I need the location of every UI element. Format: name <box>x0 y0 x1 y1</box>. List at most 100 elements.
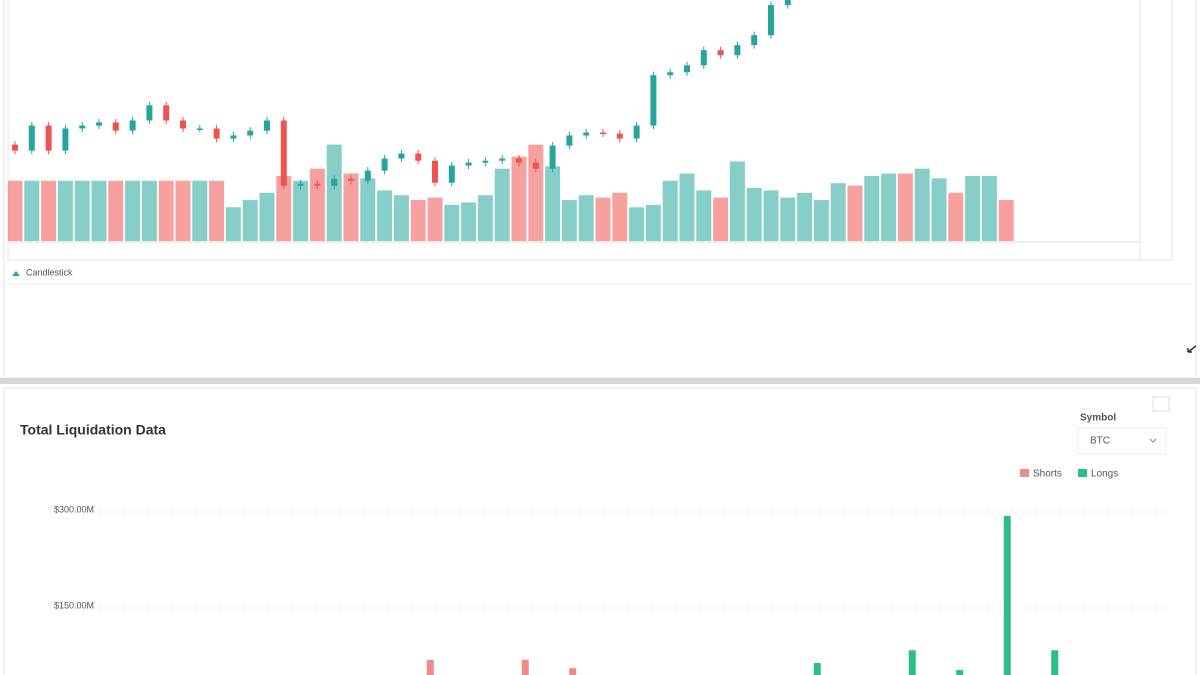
candle-body <box>768 5 774 36</box>
volume-bar <box>427 197 443 241</box>
volume-bar <box>595 197 611 241</box>
volume-bar <box>141 180 157 241</box>
candle-body <box>465 162 472 166</box>
candle-body <box>734 45 741 56</box>
volume-bar <box>897 173 913 241</box>
bar <box>521 659 529 675</box>
candle-body <box>633 125 640 139</box>
volume-bar <box>24 180 40 241</box>
candle-body <box>566 135 573 146</box>
candle-body <box>180 120 186 129</box>
volume-bar <box>225 207 241 241</box>
bar <box>1003 515 1011 675</box>
volume-bar <box>393 195 409 241</box>
volume-bar <box>528 144 544 241</box>
volume-bar <box>494 168 510 241</box>
y-tick-label: $300.00M <box>54 504 94 514</box>
volume-bar <box>410 200 426 241</box>
volume-bar <box>881 173 897 241</box>
bottom-plot: $150.00M $300.00M Shorts Longs <box>50 469 1170 675</box>
bar <box>956 670 964 675</box>
candle-body <box>264 120 270 131</box>
candle-body <box>532 162 539 169</box>
candle-body <box>583 132 590 136</box>
candle-body <box>230 135 237 139</box>
candle-body <box>381 158 388 171</box>
candle-body <box>448 165 455 183</box>
volume-bar <box>780 197 796 241</box>
candle-body <box>751 35 758 46</box>
bar <box>569 668 577 675</box>
volume-bar <box>158 180 174 241</box>
volume-bar <box>108 180 124 241</box>
volume-bar <box>326 144 342 241</box>
legend-label: Shorts <box>1033 469 1062 480</box>
top-plot-frame <box>7 0 1173 261</box>
volume-bar <box>309 168 325 241</box>
candle-body <box>45 125 52 151</box>
legend-swatch <box>1078 469 1087 477</box>
candle-body <box>112 122 119 131</box>
volume-bar <box>662 180 678 241</box>
volume-bar <box>477 195 493 241</box>
candle-body <box>213 128 220 139</box>
candle-body <box>650 75 657 126</box>
candle-body <box>196 128 203 130</box>
volume-bar <box>830 183 846 241</box>
candle-body <box>398 153 405 159</box>
volume-bar <box>914 168 930 241</box>
candle-body <box>146 105 153 121</box>
volume-bar <box>360 178 376 241</box>
top-plot <box>8 0 1014 241</box>
volume-bar <box>746 187 762 241</box>
volume-bar <box>645 204 661 241</box>
symbol-label: Symbol <box>1080 413 1116 424</box>
volume-bar <box>259 192 275 241</box>
candle-body <box>667 72 674 76</box>
symbol-value: BTC <box>1090 436 1110 447</box>
bar <box>1051 650 1059 675</box>
volume-bar <box>293 180 309 241</box>
volume-bar <box>612 192 628 241</box>
candle-body <box>331 178 338 186</box>
candle-body <box>616 133 623 139</box>
volume-bar <box>729 161 745 241</box>
candle-body <box>12 144 18 151</box>
candle-body <box>79 125 86 129</box>
volume-bar <box>276 175 292 241</box>
volume-bar <box>931 178 947 241</box>
volume-bar <box>125 180 141 241</box>
dropdown-arrow <box>1149 438 1157 443</box>
candle-body <box>516 158 522 163</box>
candle-body <box>96 122 102 126</box>
volume-bar <box>343 173 359 241</box>
volume-bar <box>175 180 191 241</box>
separator <box>0 378 1200 384</box>
candle-body <box>700 50 707 66</box>
volume-bar <box>696 190 712 241</box>
volume-bar <box>242 200 258 241</box>
expand-icon[interactable] <box>1187 345 1197 353</box>
y-tick-label: $150.00M <box>54 600 94 610</box>
legend-swatch <box>1020 469 1029 477</box>
close-button[interactable] <box>1152 396 1170 412</box>
volume-bar <box>679 173 695 241</box>
legend-label: Longs <box>1091 469 1118 480</box>
candle-body <box>129 120 136 131</box>
candle-body <box>482 160 489 163</box>
volume-bar <box>461 202 477 241</box>
candle-body <box>784 0 791 6</box>
volume-bar <box>209 180 225 241</box>
bar <box>426 659 434 675</box>
candle-body <box>348 178 354 181</box>
legend-icon <box>12 271 20 276</box>
volume-bar <box>511 156 527 241</box>
volume-bar <box>864 175 880 241</box>
candle-body <box>297 183 304 186</box>
volume-bar <box>981 175 997 241</box>
volume-bar <box>713 197 729 241</box>
bar <box>813 663 821 675</box>
volume-bar <box>578 195 594 241</box>
volume-bar <box>74 180 90 241</box>
candle-body <box>314 183 321 186</box>
